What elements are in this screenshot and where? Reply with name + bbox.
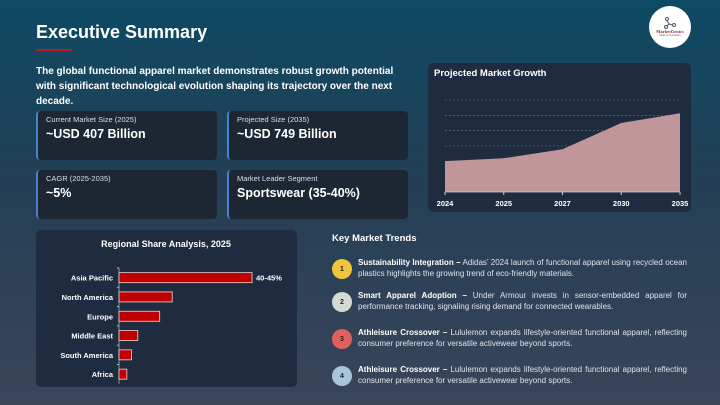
bar bbox=[118, 330, 139, 341]
title-underline bbox=[36, 49, 72, 51]
trend-number-badge: 4 bbox=[332, 366, 352, 386]
trend-item: 1 Sustainability Integration – Adidas’ 20… bbox=[332, 257, 687, 279]
data-label: 40-45% bbox=[256, 274, 282, 283]
trend-description: Adidas’ 2024 launch of functional appare… bbox=[358, 258, 687, 278]
growth-chart-panel: Projected Market Growth 2024 2025 2027 2030… bbox=[428, 63, 691, 212]
trend-item: 4 Athleisure Crossover – Lululemon expand… bbox=[332, 364, 687, 386]
trend-description: Under Armour invests in sensor-embedded … bbox=[358, 291, 688, 311]
regional-chart: Regional Share Analysis, 2025 Asia Pacif… bbox=[60, 239, 282, 384]
trend-number-badge: 3 bbox=[332, 329, 352, 349]
category-label: North America bbox=[62, 293, 114, 302]
trend-text: Athleisure Crossover – Lululemon expands… bbox=[358, 327, 687, 349]
trend-number-badge: 1 bbox=[332, 259, 352, 279]
logo-name: MarketGenics bbox=[656, 29, 684, 34]
trend-title: Smart Apparel Adoption – bbox=[358, 291, 467, 300]
bar bbox=[118, 310, 161, 322]
page-title: Executive Summary bbox=[36, 22, 208, 42]
trends-title: Key Market Trends bbox=[332, 233, 417, 244]
network-icon bbox=[664, 17, 676, 29]
growth-chart: Projected Market Growth 2024 2025 2027 2030… bbox=[434, 68, 689, 208]
category-label: Middle East bbox=[71, 332, 113, 341]
trend-description: Lululemon expands lifestyle-oriented fun… bbox=[358, 328, 687, 348]
intro-text: The global functional apparel market dem… bbox=[36, 66, 394, 107]
category-label: Asia Pacific bbox=[71, 274, 113, 283]
trend-text: Athleisure Crossover – Lululemon expands… bbox=[358, 364, 687, 386]
metric-label: Current Market Size (2025) bbox=[46, 115, 137, 124]
trend-item: 2 Smart Apparel Adoption – Under Armour i… bbox=[332, 290, 687, 312]
metric-label: Projected Size (2035) bbox=[237, 115, 310, 124]
logo-tagline: Ideas to Innovation bbox=[659, 34, 681, 37]
bar bbox=[118, 368, 128, 380]
metric-card: Current Market Size (2025) ~USD 407 Billi… bbox=[36, 111, 217, 160]
trend-title: Athleisure Crossover – bbox=[358, 365, 448, 374]
logo: MarketGenics Ideas to Innovation bbox=[649, 6, 691, 48]
x-tick-label: 2027 bbox=[554, 199, 571, 208]
trend-item: 3 Athleisure Crossover – Lululemon expand… bbox=[332, 327, 687, 349]
metric-label: CAGR (2025-2035) bbox=[46, 174, 111, 183]
bar bbox=[118, 272, 253, 284]
regional-chart-panel: Regional Share Analysis, 2025 Asia Pacif… bbox=[36, 230, 297, 387]
trend-title: Sustainability Integration – bbox=[358, 258, 461, 267]
area-series bbox=[445, 113, 680, 192]
bar bbox=[118, 349, 132, 361]
x-tick-label: 2025 bbox=[495, 199, 512, 208]
category-label: Europe bbox=[87, 312, 113, 321]
metric-card: Market Leader Segment Sportswear (35-40%) bbox=[227, 170, 408, 219]
metric-card: Projected Size (2035) ~USD 749 Billion bbox=[227, 111, 408, 160]
metric-value: ~USD 407 Billion bbox=[46, 127, 146, 141]
metric-label: Market Leader Segment bbox=[237, 174, 318, 183]
x-tick-label: 2030 bbox=[613, 199, 630, 208]
trend-number-badge: 2 bbox=[332, 292, 352, 312]
chart-title: Projected Market Growth bbox=[434, 68, 547, 79]
trend-text: Smart Apparel Adoption – Under Armour in… bbox=[358, 290, 687, 312]
trend-text: Sustainability Integration – Adidas’ 202… bbox=[358, 257, 687, 279]
x-tick-label: 2035 bbox=[672, 199, 689, 208]
metric-card: CAGR (2025-2035) ~5% bbox=[36, 170, 217, 219]
bar bbox=[118, 291, 173, 303]
category-label: South America bbox=[60, 351, 113, 360]
trend-description: Lululemon expands lifestyle-oriented fun… bbox=[358, 365, 687, 385]
x-tick-label: 2024 bbox=[437, 199, 455, 208]
category-label: Africa bbox=[92, 370, 114, 379]
metric-value: ~5% bbox=[46, 186, 72, 200]
chart-title: Regional Share Analysis, 2025 bbox=[101, 239, 231, 249]
metric-value: Sportswear (35-40%) bbox=[237, 186, 360, 200]
metric-value: ~USD 749 Billion bbox=[237, 127, 337, 141]
trend-title: Athleisure Crossover – bbox=[358, 328, 448, 337]
